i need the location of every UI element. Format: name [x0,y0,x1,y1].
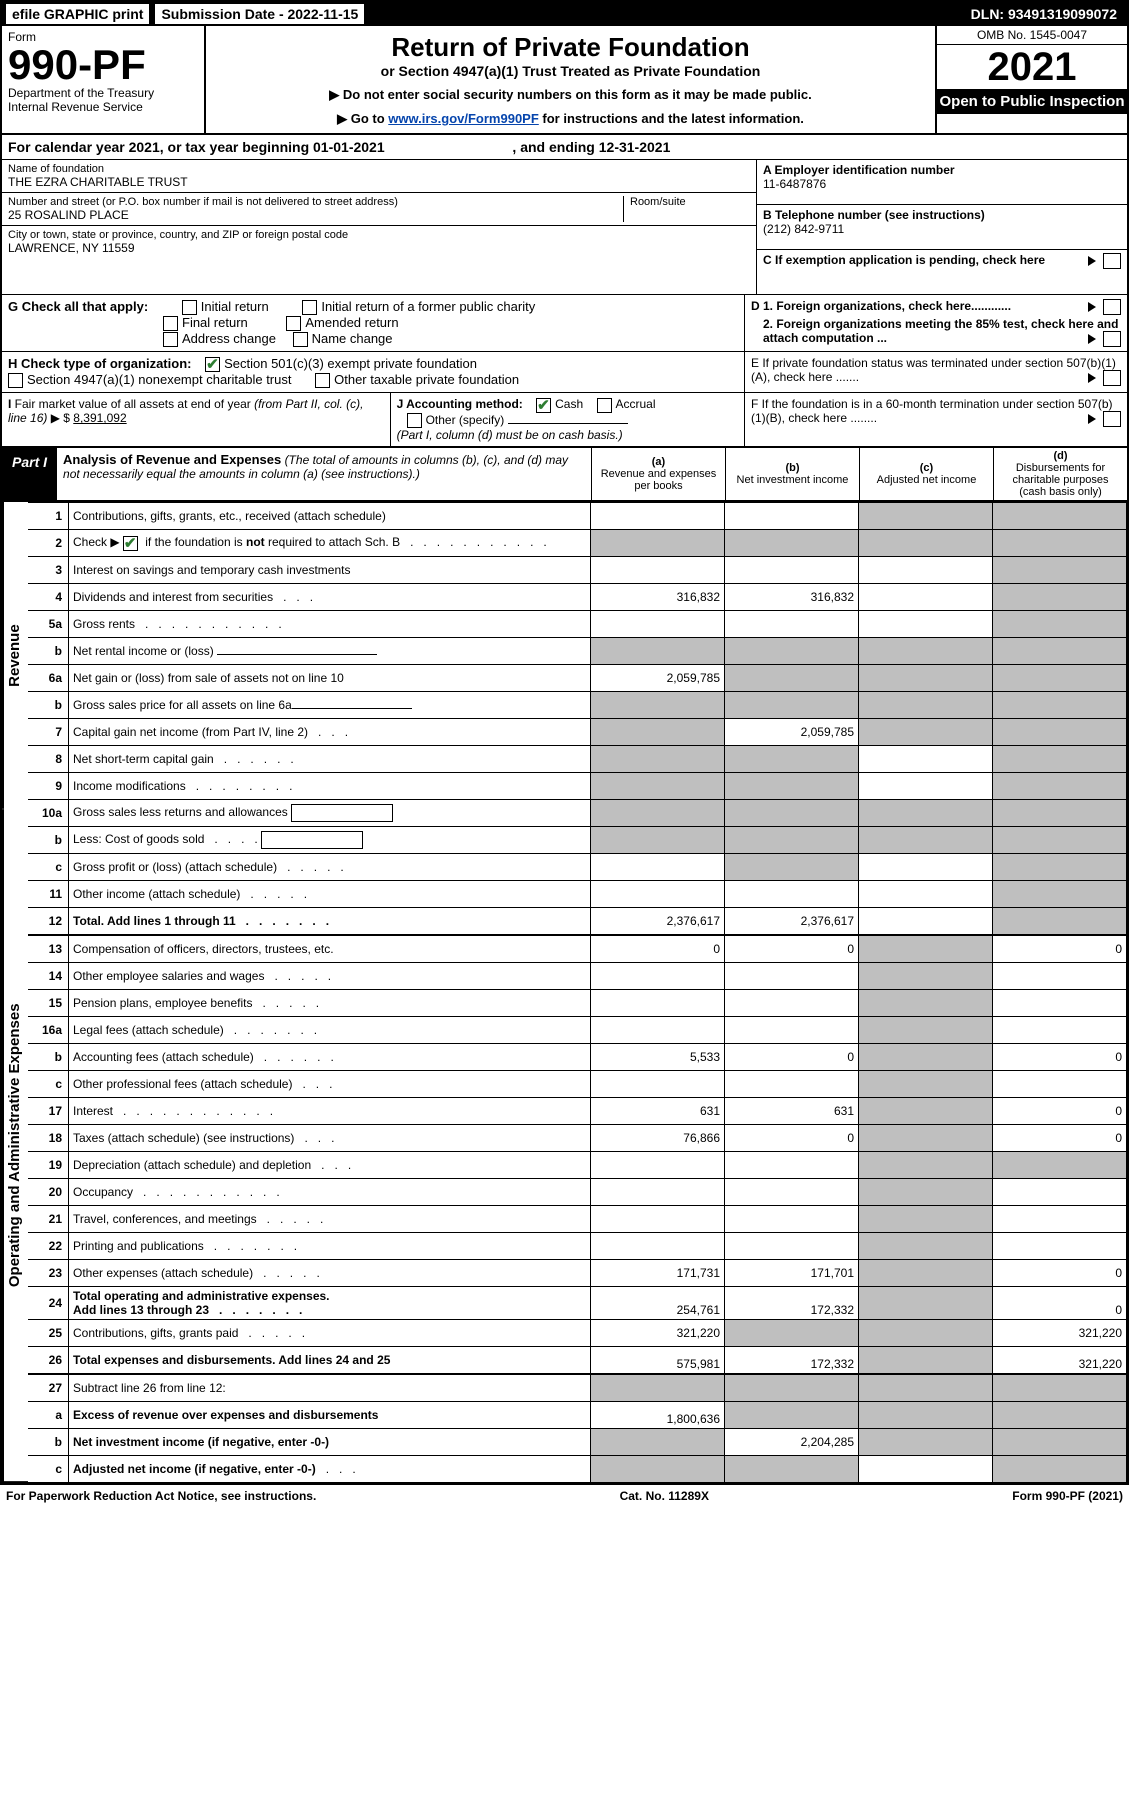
checkbox-cash[interactable] [536,398,551,413]
dept-line2: Internal Revenue Service [8,100,198,114]
efile-label: efile GRAPHIC print [6,4,149,24]
ein-value: 11-6487876 [763,177,1121,191]
irs-link[interactable]: www.irs.gov/Form990PF [388,111,539,126]
checkbox-initial-public[interactable] [302,300,317,315]
part1-body: Revenue Operating and Administrative Exp… [2,502,1127,1483]
footer-right: Form 990-PF (2021) [1012,1489,1123,1503]
addr-label: Number and street (or P.O. box number if… [8,196,623,208]
j-label: J Accounting method: [397,397,523,411]
section-g-d: G Check all that apply: Initial return I… [2,295,1127,352]
form-page: efile GRAPHIC print Submission Date - 20… [0,0,1129,1485]
ein-label: A Employer identification number [763,163,1121,177]
revenue-side-label: Revenue [2,502,28,809]
checkbox-501c3[interactable] [205,357,220,372]
col-b-header: (b)Net investment income [726,448,860,500]
d1-label: D 1. Foreign organizations, check here..… [751,299,1011,313]
col-d-header: (d)Disbursements for charitable purposes… [994,448,1127,500]
expenses-side-label: Operating and Administrative Expenses [2,809,28,1483]
checkbox-final-return[interactable] [163,316,178,331]
f-label: F If the foundation is in a 60-month ter… [751,397,1113,425]
open-to-public: Open to Public Inspection [937,89,1127,114]
checkbox-c[interactable] [1103,253,1121,269]
checkbox-d2[interactable] [1103,331,1121,347]
identity-block: Name of foundation THE EZRA CHARITABLE T… [2,160,1127,295]
checkbox-d1[interactable] [1103,299,1121,315]
h-label: H Check type of organization: [8,356,191,371]
checkbox-other-taxable[interactable] [315,373,330,388]
checkbox-other-method[interactable] [407,413,422,428]
form-title: Return of Private Foundation [216,32,925,63]
part1-table: 1Contributions, gifts, grants, etc., rec… [28,502,1127,1483]
j-note: (Part I, column (d) must be on cash basi… [397,428,623,442]
checkbox-amended[interactable] [286,316,301,331]
form-note1: ▶ Do not enter social security numbers o… [216,87,925,103]
i-value: 8,391,092 [73,411,126,425]
checkbox-accrual[interactable] [597,398,612,413]
part1-label: Part I [2,448,57,500]
address: 25 ROSALIND PLACE [8,208,623,222]
dept-line1: Department of the Treasury [8,86,198,100]
form-header: Form 990-PF Department of the Treasury I… [2,26,1127,135]
form-subtitle: or Section 4947(a)(1) Trust Treated as P… [216,63,925,79]
col-c-header: (c)Adjusted net income [860,448,994,500]
city-state-zip: LAWRENCE, NY 11559 [8,241,750,255]
footer-mid: Cat. No. 11289X [620,1489,709,1503]
form-number: 990-PF [8,44,198,86]
checkbox-4947[interactable] [8,373,23,388]
form-note2: ▶ Go to www.irs.gov/Form990PF for instru… [216,111,925,127]
section-h-e: H Check type of organization: Section 50… [2,352,1127,393]
topbar: efile GRAPHIC print Submission Date - 20… [2,2,1127,26]
calendar-year-line: For calendar year 2021, or tax year begi… [2,135,1127,160]
g-label: G Check all that apply: [8,299,148,314]
col-a-header: (a)Revenue and expenses per books [592,448,726,500]
phone-value: (212) 842-9711 [763,222,1121,236]
exemption-label: C If exemption application is pending, c… [763,253,1045,267]
dln: DLN: 93491319099072 [965,4,1123,24]
name-label: Name of foundation [8,163,750,175]
city-label: City or town, state or province, country… [8,229,750,241]
foundation-name: THE EZRA CHARITABLE TRUST [8,175,750,189]
checkbox-f[interactable] [1103,411,1121,427]
footer-left: For Paperwork Reduction Act Notice, see … [6,1489,316,1503]
phone-label: B Telephone number (see instructions) [763,208,1121,222]
tax-year: 2021 [937,45,1127,89]
checkbox-initial-return[interactable] [182,300,197,315]
omb-number: OMB No. 1545-0047 [937,26,1127,45]
submission-date: Submission Date - 2022-11-15 [155,4,364,24]
checkbox-name-change[interactable] [293,332,308,347]
i-label: I Fair market value of all assets at end… [8,397,363,425]
checkbox-e[interactable] [1103,370,1121,386]
section-ijf: I Fair market value of all assets at end… [2,393,1127,448]
part1-header: Part I Analysis of Revenue and Expenses … [2,448,1127,502]
checkbox-address-change[interactable] [163,332,178,347]
page-footer: For Paperwork Reduction Act Notice, see … [0,1485,1129,1507]
room-label: Room/suite [630,196,750,208]
d2-label: 2. Foreign organizations meeting the 85%… [763,317,1118,345]
part1-title: Analysis of Revenue and Expenses [63,452,281,467]
checkbox-sch-b[interactable] [123,536,138,551]
e-label: E If private foundation status was termi… [751,356,1116,384]
